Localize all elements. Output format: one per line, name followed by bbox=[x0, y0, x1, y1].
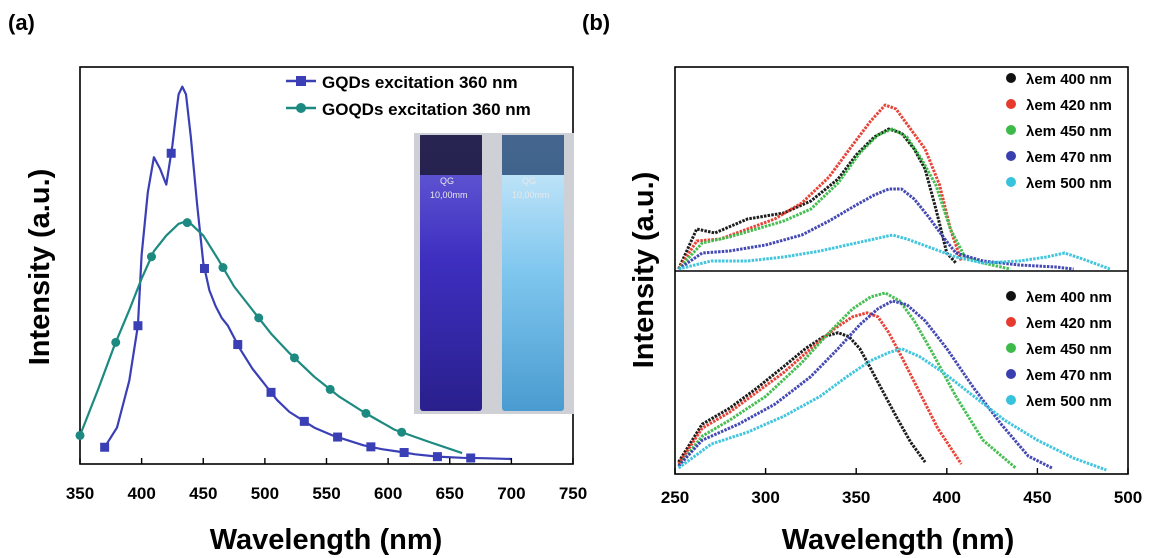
gqds-data-marker bbox=[399, 448, 409, 458]
goqds-data-marker bbox=[361, 408, 371, 418]
panel-a-x-axis-title: Wavelength (nm) bbox=[210, 524, 443, 556]
legend-gqds-label: GQDs excitation 360 nm bbox=[322, 73, 518, 92]
panel-b-bottom-series-4 bbox=[677, 299, 1053, 470]
goqds-data-marker bbox=[111, 337, 121, 347]
gqds-data-marker bbox=[366, 442, 376, 452]
panel-b-y-axis-title: Intensity (a.u.) bbox=[628, 172, 660, 369]
panel-b-top-legend-label: λem 500 nm bbox=[1026, 175, 1112, 192]
panel-a-series bbox=[75, 85, 512, 463]
panel-b-bottom-legend: λem 400 nm λem 420 nm λem 450 nm λem 470 nm… bbox=[1006, 289, 1112, 410]
panel-b-x-tick-label: 500 bbox=[1114, 488, 1142, 507]
panel-b-top-series-2 bbox=[677, 103, 963, 270]
panel-a-x-ticks: 350 400 450 500 550 600 650 700 750 bbox=[66, 458, 587, 503]
panel-a-x-tick-label: 550 bbox=[312, 484, 340, 503]
panel-b-x-tick-label: 300 bbox=[751, 488, 779, 507]
panel-a-x-tick-label: 750 bbox=[559, 484, 587, 503]
panel-b-top-legend-dot bbox=[1006, 99, 1016, 109]
goqds-data-marker bbox=[397, 427, 407, 437]
panel-b-bottom-legend-dot bbox=[1006, 395, 1016, 405]
gqds-cuvette-cap bbox=[420, 135, 482, 175]
panel-b-top-legend-dot bbox=[1006, 151, 1016, 161]
panel-a-series-goqds-line bbox=[78, 220, 463, 455]
panel-b-bottom-series-2 bbox=[677, 311, 963, 465]
panel-b-top-legend-label: λem 450 nm bbox=[1026, 123, 1112, 140]
panel-a-series-gqds-line bbox=[103, 85, 512, 461]
goqds-cuvette-brand: QG bbox=[522, 176, 536, 186]
panel-b-bottom-legend-dot bbox=[1006, 291, 1016, 301]
panel-b-bottom-legend-dot bbox=[1006, 317, 1016, 327]
panel-b-top-legend: λem 400 nm λem 420 nm λem 450 nm λem 470 nm… bbox=[1006, 71, 1112, 192]
panel-b-top-legend-label: λem 400 nm bbox=[1026, 71, 1112, 88]
goqds-data-marker bbox=[254, 313, 264, 323]
panel-b-bottom-series-3 bbox=[677, 291, 1017, 470]
legend-goqds-marker bbox=[296, 103, 306, 113]
goqds-data-marker bbox=[289, 353, 299, 363]
goqds-cuvette-cap bbox=[502, 135, 564, 175]
panel-a-x-tick-label: 400 bbox=[127, 484, 155, 503]
panel-b-top-legend-dot bbox=[1006, 125, 1016, 135]
panel-a-x-tick-label: 650 bbox=[436, 484, 464, 503]
cuvette-photo: QG 10,00mm QG 10,00mm bbox=[414, 133, 574, 414]
panel-b-bottom-legend-dot bbox=[1006, 343, 1016, 353]
goqds-cuvette-size: 10,00mm bbox=[512, 190, 550, 200]
gqds-data-marker bbox=[333, 432, 343, 442]
gqds-data-marker bbox=[466, 453, 476, 463]
panel-b-bottom-legend-label: λem 470 nm bbox=[1026, 367, 1112, 384]
panel-b-top-series-1 bbox=[677, 127, 958, 270]
panel-b-bottom-legend-dot bbox=[1006, 369, 1016, 379]
panel-b-x-ticks: 250 300 350 400 450 500 bbox=[661, 468, 1142, 507]
goqds-data-marker bbox=[218, 263, 228, 273]
panel-b-x-tick-label: 400 bbox=[933, 488, 961, 507]
gqds-cuvette-size: 10,00mm bbox=[430, 190, 468, 200]
gqds-cuvette bbox=[420, 135, 482, 411]
panel-b-top-series-3 bbox=[677, 127, 1011, 271]
goqds-data-marker bbox=[75, 430, 85, 440]
goqds-data-marker bbox=[146, 252, 156, 262]
panel-a-x-tick-label: 450 bbox=[189, 484, 217, 503]
goqds-data-marker bbox=[325, 384, 335, 394]
gqds-data-marker bbox=[199, 263, 209, 273]
gqds-data-marker bbox=[432, 452, 442, 462]
goqds-data-marker bbox=[182, 218, 192, 228]
panel-b-top-series-5 bbox=[678, 233, 1111, 271]
panel-b-x-tick-label: 350 bbox=[842, 488, 870, 507]
gqds-cuvette-brand: QG bbox=[440, 176, 454, 186]
gqds-data-marker bbox=[266, 387, 276, 397]
panel-b-bottom-legend-label: λem 450 nm bbox=[1026, 341, 1112, 358]
goqds-cuvette bbox=[502, 135, 564, 411]
panel-a-label: (a) bbox=[8, 10, 35, 35]
gqds-data-marker bbox=[233, 340, 243, 350]
panel-b-x-tick-label: 250 bbox=[661, 488, 689, 507]
panel-b-bottom-legend-label: λem 500 nm bbox=[1026, 393, 1112, 410]
panel-a-x-tick-label: 700 bbox=[497, 484, 525, 503]
panel-b-top-series-4 bbox=[677, 187, 1074, 271]
panel-b-bottom-series-1 bbox=[677, 331, 927, 463]
panel-b-x-axis-title: Wavelength (nm) bbox=[782, 524, 1015, 556]
panel-a-x-tick-label: 600 bbox=[374, 484, 402, 503]
panel-b-x-tick-label: 450 bbox=[1023, 488, 1051, 507]
gqds-data-marker bbox=[299, 416, 309, 426]
panel-a-x-tick-label: 500 bbox=[251, 484, 279, 503]
legend-gqds-marker bbox=[296, 76, 306, 86]
panel-b-bottom-legend-label: λem 420 nm bbox=[1026, 315, 1112, 332]
panel-a-chart: QG 10,00mm QG 10,00mm 350 400 450 500 550 600… bbox=[24, 66, 587, 556]
panel-a-y-axis-title: Intensity (a.u.) bbox=[24, 169, 56, 366]
panel-b-label: (b) bbox=[582, 10, 610, 35]
gqds-data-marker bbox=[166, 148, 176, 158]
panel-b-top-legend-dot bbox=[1006, 73, 1016, 83]
gqds-data-marker bbox=[100, 442, 110, 452]
panel-b-top-series bbox=[677, 103, 1111, 271]
panel-a-legend: GQDs excitation 360 nm GOQDs excitation … bbox=[286, 73, 531, 119]
panel-b-bottom-series-5 bbox=[677, 347, 1107, 472]
panel-b-bottom-legend-label: λem 400 nm bbox=[1026, 289, 1112, 306]
panel-b-top-legend-dot bbox=[1006, 177, 1016, 187]
legend-goqds-label: GOQDs excitation 360 nm bbox=[322, 100, 531, 119]
gqds-data-marker bbox=[133, 321, 143, 331]
panel-a-x-tick-label: 350 bbox=[66, 484, 94, 503]
panel-b-top-legend-label: λem 470 nm bbox=[1026, 149, 1112, 166]
panel-b-top-legend-label: λem 420 nm bbox=[1026, 97, 1112, 114]
panel-b-bottom-series bbox=[677, 291, 1107, 472]
